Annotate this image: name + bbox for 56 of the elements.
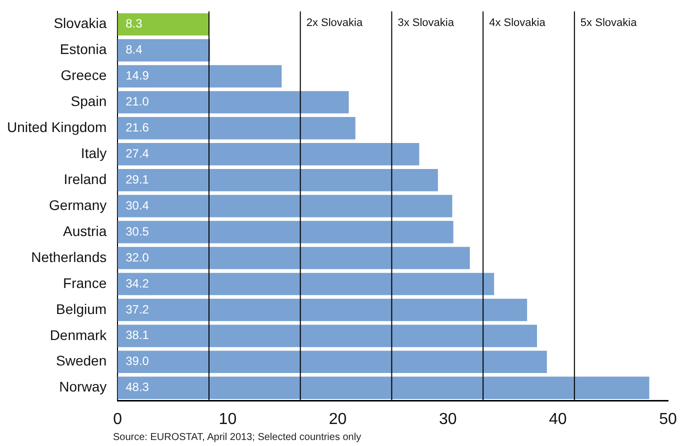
data-label: 8.4 bbox=[126, 42, 143, 57]
x-tick-label: 20 bbox=[328, 410, 347, 428]
data-label: 30.5 bbox=[126, 224, 150, 238]
x-tick-label: 40 bbox=[549, 410, 567, 428]
y-tick-label: Italy bbox=[80, 145, 107, 162]
data-label: 39.0 bbox=[126, 354, 150, 368]
data-label: 14.9 bbox=[126, 68, 150, 83]
bar bbox=[118, 65, 282, 88]
bar bbox=[118, 324, 538, 348]
source-note: Source: EUROSTAT, April 2013; Selected countries only bbox=[113, 432, 362, 443]
bar bbox=[118, 143, 420, 166]
y-tick-label: Austria bbox=[63, 222, 107, 239]
x-tick-label: 30 bbox=[438, 410, 457, 428]
y-tick-label: Greece bbox=[60, 67, 107, 84]
ref-line-label: 3x Slovakia bbox=[398, 16, 455, 29]
y-tick-label: France bbox=[63, 274, 107, 291]
bar bbox=[118, 220, 454, 244]
x-tick-label: 10 bbox=[218, 410, 237, 428]
data-label: 21.0 bbox=[126, 94, 150, 109]
bar bbox=[118, 376, 650, 399]
y-tick-label: Sweden bbox=[56, 352, 107, 369]
data-label: 8.3 bbox=[126, 16, 143, 31]
bar bbox=[118, 13, 209, 36]
data-label: 29.1 bbox=[126, 172, 150, 186]
data-label: 37.2 bbox=[126, 302, 150, 316]
x-tick-label: 50 bbox=[659, 410, 677, 428]
ref-line-label: 4x Slovakia bbox=[489, 16, 546, 29]
bar bbox=[118, 272, 494, 296]
y-tick-label: Belgium bbox=[56, 300, 107, 317]
data-label: 38.1 bbox=[126, 328, 150, 342]
y-tick-label: Netherlands bbox=[31, 248, 107, 265]
data-label: 30.4 bbox=[126, 198, 150, 212]
y-tick-label: Norway bbox=[59, 378, 107, 395]
bar bbox=[118, 350, 547, 374]
ref-line-label: 2x Slovakia bbox=[306, 16, 364, 29]
bar bbox=[118, 298, 528, 322]
data-label: 27.4 bbox=[126, 146, 150, 160]
data-label: 21.6 bbox=[126, 120, 150, 135]
y-tick-label: Slovakia bbox=[54, 15, 107, 32]
y-tick-label: Ireland bbox=[64, 171, 107, 187]
bar bbox=[118, 91, 349, 114]
y-tick-label: Denmark bbox=[50, 326, 108, 343]
ref-line-label: 5x Slovakia bbox=[580, 16, 638, 29]
x-tick-label: 0 bbox=[113, 410, 122, 428]
data-label: 48.3 bbox=[126, 380, 150, 394]
y-tick-label: Spain bbox=[70, 93, 107, 110]
y-tick-label: United Kingdom bbox=[6, 119, 107, 136]
data-label: 34.2 bbox=[126, 276, 150, 290]
bar bbox=[118, 39, 210, 62]
bar bbox=[118, 194, 452, 218]
data-label: 32.0 bbox=[126, 250, 150, 264]
bar bbox=[118, 168, 438, 192]
y-tick-label: Estonia bbox=[60, 41, 107, 58]
y-tick-label: Germany bbox=[49, 196, 107, 213]
bar bbox=[118, 117, 356, 140]
bar bbox=[118, 246, 470, 270]
